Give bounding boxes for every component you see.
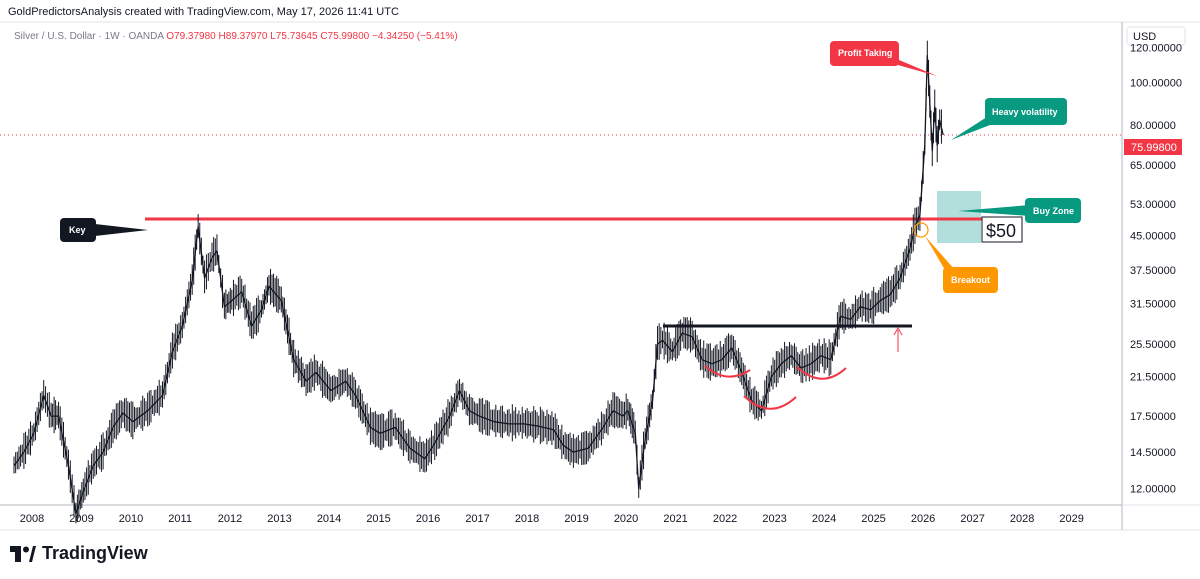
fifty-label-box[interactable] — [981, 216, 1023, 243]
buy-zone-rect[interactable] — [937, 191, 981, 243]
time-tick-label: 2025 — [861, 513, 885, 525]
time-tick-label: 2014 — [317, 513, 341, 525]
time-tick-label: 2028 — [1010, 513, 1034, 525]
buy-zone-label: Buy Zone — [1033, 206, 1074, 216]
price-tick-label: 100.00000 — [1130, 77, 1182, 89]
fifty-label: $50 — [986, 221, 1016, 241]
last-price-tag — [1124, 139, 1182, 155]
profit-taking-callout[interactable] — [830, 41, 899, 66]
time-tick-label: 2020 — [614, 513, 638, 525]
profit-taking-label: Profit Taking — [838, 48, 892, 58]
price-tick-label: 17.50000 — [1130, 411, 1176, 423]
currency-box[interactable] — [1126, 26, 1186, 46]
heavy-volatility-callout[interactable] — [985, 98, 1067, 125]
time-tick-label: 2015 — [366, 513, 390, 525]
brand-name: TradingView — [42, 543, 148, 563]
low-value: L75.73645 — [270, 31, 318, 42]
time-tick-label: 2027 — [960, 513, 984, 525]
price-series — [13, 55, 944, 515]
last-price-label: 75.99800 — [1131, 142, 1177, 154]
time-tick-label: 2009 — [69, 513, 93, 525]
change-value: −4.34250 (−5.41%) — [372, 31, 458, 42]
price-tick-label: 37.50000 — [1130, 265, 1176, 277]
price-tick-label: 14.50000 — [1130, 447, 1176, 459]
heavy-volatility-label: Heavy volatility — [992, 107, 1058, 117]
time-tick-label: 2011 — [168, 513, 192, 525]
price-tick-label: 120.00000 — [1130, 43, 1182, 55]
price-tick-label: 25.50000 — [1130, 339, 1176, 351]
price-tick-label: 45.00000 — [1130, 230, 1176, 242]
chart-attribution: GoldPredictorsAnalysis created with Trad… — [8, 6, 399, 18]
symbol-legend: Silver / U.S. Dollar · 1W · OANDA O79.37… — [14, 31, 458, 42]
time-tick-label: 2017 — [465, 513, 489, 525]
price-tick-label: 12.00000 — [1130, 483, 1176, 495]
time-tick-label: 2016 — [416, 513, 440, 525]
time-tick-label: 2029 — [1059, 513, 1083, 525]
key-callout-label: Key — [69, 225, 86, 235]
price-wicks — [13, 40, 942, 524]
time-tick-label: 2008 — [20, 513, 44, 525]
price-tick-label: 65.00000 — [1130, 160, 1176, 172]
time-tick-label: 2013 — [267, 513, 291, 525]
time-tick-label: 2019 — [564, 513, 588, 525]
buy-zone-callout[interactable] — [1025, 198, 1081, 223]
symbol-name[interactable]: Silver / U.S. Dollar · 1W · OANDA — [14, 31, 164, 42]
price-axis-ticks: 120.00000 100.00000 80.00000 65.00000 53.000… — [1130, 43, 1182, 496]
head-arc — [743, 395, 797, 410]
left-shoulder-arc — [704, 365, 751, 378]
price-tick-label: 31.50000 — [1130, 299, 1176, 311]
close-value: C75.99800 — [320, 31, 370, 42]
price-tick-label: 21.50000 — [1130, 372, 1176, 384]
time-tick-label: 2021 — [663, 513, 687, 525]
breakout-callout[interactable] — [943, 267, 998, 293]
right-shoulder-arc — [796, 366, 847, 380]
high-value: H89.37970 — [218, 31, 268, 42]
open-value: O79.37980 — [166, 31, 216, 42]
time-tick-label: 2010 — [119, 513, 143, 525]
currency-label: USD — [1133, 31, 1156, 43]
time-tick-label: 2024 — [812, 513, 836, 525]
time-tick-label: 2012 — [218, 513, 242, 525]
price-tick-label: 80.00000 — [1130, 120, 1176, 132]
price-tick-label: 53.00000 — [1130, 199, 1176, 211]
breakout-label: Breakout — [951, 275, 990, 285]
time-tick-label: 2018 — [515, 513, 539, 525]
tradingview-logo[interactable]: TradingView — [10, 543, 148, 564]
breakout-circle — [913, 222, 929, 238]
key-callout[interactable] — [60, 218, 96, 242]
time-tick-label: 2026 — [911, 513, 935, 525]
tradingview-logo-icon — [10, 545, 36, 562]
time-axis-ticks: 2008 2009 2010 2011 2012 2013 2014 2015 2016 2017… — [20, 513, 1084, 525]
time-tick-label: 2022 — [713, 513, 737, 525]
time-tick-label: 2023 — [762, 513, 786, 525]
